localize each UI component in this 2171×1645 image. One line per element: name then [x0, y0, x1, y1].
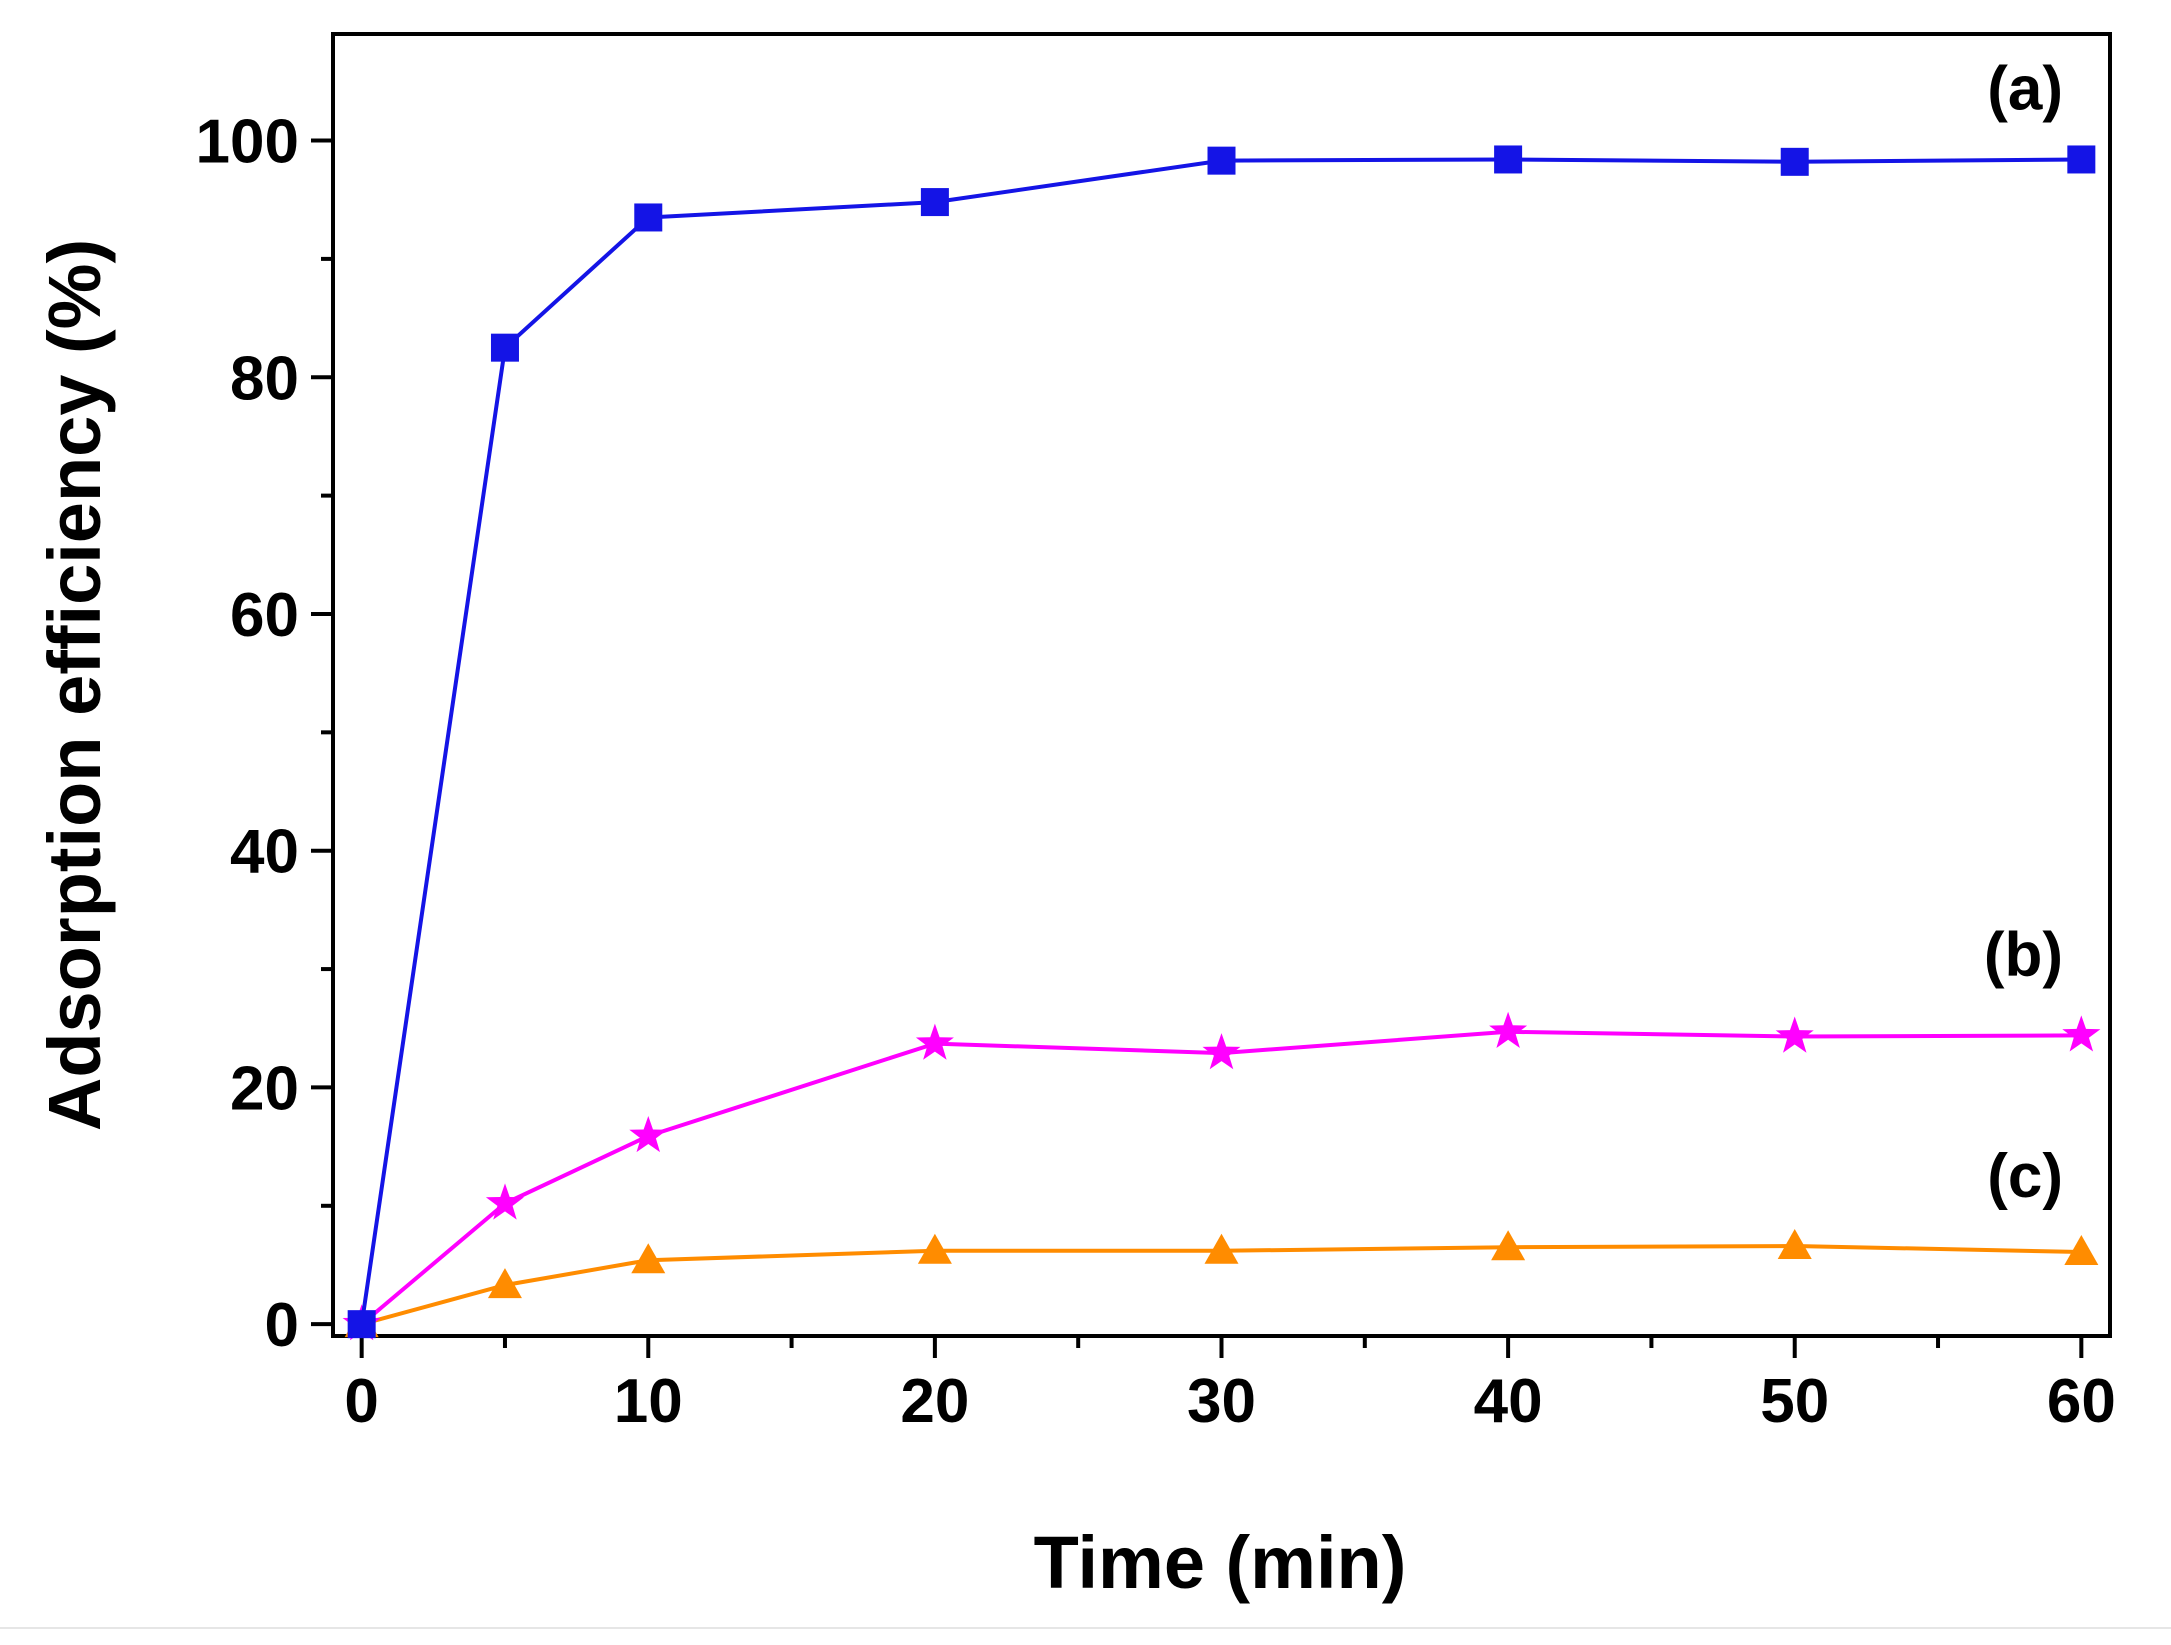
data-point-a	[920, 188, 949, 217]
data-point-c	[1204, 1233, 1239, 1264]
series-c	[344, 1229, 2099, 1338]
series-line-c	[361, 1244, 2082, 1327]
x-tick-label: 0	[344, 1367, 378, 1436]
x-tick-label: 20	[900, 1367, 969, 1436]
y-tick-label: 60	[230, 581, 299, 650]
data-point-a	[1780, 147, 1809, 176]
y-axis-title: Adsorption efficiency (%)	[33, 239, 116, 1131]
x-tick-label: 10	[614, 1367, 683, 1436]
data-point-a	[1207, 146, 1236, 175]
x-tick-label: 50	[1760, 1367, 1829, 1436]
data-point-c	[631, 1243, 666, 1274]
y-tick-label: 20	[230, 1054, 299, 1123]
series-layer	[342, 145, 2101, 1341]
labels-layer: 0 10 20 30 40 50 60 0 20 40 60 80 100 (a) (b) (c)	[196, 54, 2116, 1436]
data-point-b	[629, 1116, 668, 1153]
series-a	[347, 145, 2096, 1339]
series-label-b: (b)	[1984, 920, 2063, 989]
data-point-b	[1775, 1016, 1814, 1053]
y-tick-label: 80	[230, 344, 299, 413]
bottom-divider	[0, 1627, 2171, 1629]
data-point-b	[915, 1023, 954, 1060]
series-label-a: (a)	[1987, 54, 2063, 123]
data-point-b	[2062, 1015, 2101, 1052]
series-line-b	[360, 1029, 2082, 1326]
data-point-c	[917, 1233, 952, 1264]
data-point-a	[2067, 145, 2096, 174]
data-point-c	[2064, 1234, 2099, 1265]
series-label-c: (c)	[1987, 1142, 2063, 1211]
data-point-a	[1494, 145, 1523, 174]
data-point-c	[487, 1268, 522, 1299]
ticks-layer	[311, 138, 2084, 1358]
plot-frame	[331, 32, 2112, 1338]
y-tick-label: 0	[265, 1291, 299, 1360]
x-tick-label: 40	[1474, 1367, 1543, 1436]
y-tick-label: 40	[230, 818, 299, 887]
x-tick-label: 60	[2047, 1367, 2116, 1436]
data-point-a	[347, 1310, 376, 1339]
data-point-a	[490, 333, 519, 362]
series-b	[342, 1011, 2101, 1341]
x-axis-title: Time (min)	[1034, 1521, 1407, 1604]
data-point-b	[1489, 1011, 1528, 1048]
data-point-b	[485, 1183, 524, 1220]
data-point-c	[1491, 1230, 1526, 1261]
x-tick-label: 30	[1187, 1367, 1256, 1436]
data-point-a	[634, 203, 663, 232]
data-point-c	[1777, 1229, 1812, 1260]
data-point-b	[1202, 1033, 1241, 1070]
y-tick-label: 100	[196, 108, 299, 177]
series-line-a	[359, 157, 2082, 1325]
